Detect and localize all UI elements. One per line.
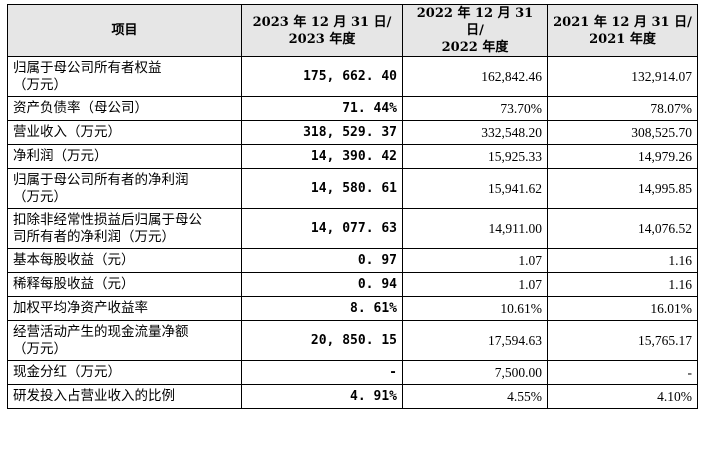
value-2022: 15,941.62 (402, 168, 548, 209)
value-2021: 308,525.70 (547, 120, 698, 145)
value-2022: 17,594.63 (402, 320, 548, 361)
value-2021: 14,076.52 (547, 208, 698, 249)
row-label: 资产负债率（母公司） (7, 96, 242, 121)
table-row: 营业收入（万元） 318, 529. 37 332,548.20 308,525… (7, 120, 698, 145)
row-label: 净利润（万元） (7, 144, 242, 169)
table-row: 加权平均净资产收益率 8. 61% 10.61% 16.01% (7, 296, 698, 321)
table-row: 经营活动产生的现金流量净额 （万元） 20, 850. 15 17,594.63 … (7, 320, 698, 361)
header-row: 项目 2023 年 12 月 31 日/ 2023 年度 2022 年 12 月… (7, 4, 698, 57)
value-2023: 4. 91% (241, 384, 403, 409)
value-2021: 132,914.07 (547, 56, 698, 97)
value-2022: 4.55% (402, 384, 548, 409)
row-label: 稀释每股收益（元） (7, 272, 242, 297)
table-row: 研发投入占营业收入的比例 4. 91% 4.55% 4.10% (7, 384, 698, 409)
financial-indicators-table: 项目 2023 年 12 月 31 日/ 2023 年度 2022 年 12 月… (7, 4, 698, 409)
header-item: 项目 (7, 4, 242, 57)
row-label: 加权平均净资产收益率 (7, 296, 242, 321)
value-2023: - (241, 360, 403, 385)
value-2022: 1.07 (402, 272, 548, 297)
value-2023: 20, 850. 15 (241, 320, 403, 361)
value-2022: 10.61% (402, 296, 548, 321)
value-2023: 14, 390. 42 (241, 144, 403, 169)
value-2022: 162,842.46 (402, 56, 548, 97)
table-row: 稀释每股收益（元） 0. 94 1.07 1.16 (7, 272, 698, 297)
value-2021: 78.07% (547, 96, 698, 121)
row-label: 基本每股收益（元） (7, 248, 242, 273)
value-2023: 14, 580. 61 (241, 168, 403, 209)
row-label: 营业收入（万元） (7, 120, 242, 145)
value-2023: 8. 61% (241, 296, 403, 321)
value-2023: 0. 94 (241, 272, 403, 297)
value-2021: - (547, 360, 698, 385)
value-2021: 16.01% (547, 296, 698, 321)
value-2022: 7,500.00 (402, 360, 548, 385)
table-row: 归属于母公司所有者的净利润 （万元） 14, 580. 61 15,941.62 … (7, 168, 698, 209)
value-2022: 14,911.00 (402, 208, 548, 249)
table-row: 净利润（万元） 14, 390. 42 15,925.33 14,979.26 (7, 144, 698, 169)
value-2023: 14, 077. 63 (241, 208, 403, 249)
value-2021: 15,765.17 (547, 320, 698, 361)
table-row: 扣除非经常性损益后归属于母公 司所有者的净利润（万元） 14, 077. 63 1… (7, 208, 698, 249)
value-2023: 318, 529. 37 (241, 120, 403, 145)
row-label: 现金分红（万元） (7, 360, 242, 385)
table-row: 现金分红（万元） - 7,500.00 - (7, 360, 698, 385)
value-2021: 14,979.26 (547, 144, 698, 169)
value-2022: 1.07 (402, 248, 548, 273)
value-2021: 4.10% (547, 384, 698, 409)
row-label: 经营活动产生的现金流量净额 （万元） (7, 320, 242, 361)
header-2023: 2023 年 12 月 31 日/ 2023 年度 (241, 4, 403, 57)
row-label: 归属于母公司所有者权益 （万元） (7, 56, 242, 97)
table-row: 归属于母公司所有者权益 （万元） 175, 662. 40 162,842.46 … (7, 56, 698, 97)
table-row: 基本每股收益（元） 0. 97 1.07 1.16 (7, 248, 698, 273)
row-label: 扣除非经常性损益后归属于母公 司所有者的净利润（万元） (7, 208, 242, 249)
row-label: 研发投入占营业收入的比例 (7, 384, 242, 409)
header-2021: 2021 年 12 月 31 日/ 2021 年度 (547, 4, 698, 57)
header-2022: 2022 年 12 月 31 日/ 2022 年度 (402, 4, 548, 57)
value-2023: 0. 97 (241, 248, 403, 273)
table-row: 资产负债率（母公司） 71. 44% 73.70% 78.07% (7, 96, 698, 121)
row-label: 归属于母公司所有者的净利润 （万元） (7, 168, 242, 209)
value-2022: 332,548.20 (402, 120, 548, 145)
value-2023: 71. 44% (241, 96, 403, 121)
value-2021: 14,995.85 (547, 168, 698, 209)
value-2022: 73.70% (402, 96, 548, 121)
value-2021: 1.16 (547, 272, 698, 297)
value-2023: 175, 662. 40 (241, 56, 403, 97)
value-2021: 1.16 (547, 248, 698, 273)
value-2022: 15,925.33 (402, 144, 548, 169)
